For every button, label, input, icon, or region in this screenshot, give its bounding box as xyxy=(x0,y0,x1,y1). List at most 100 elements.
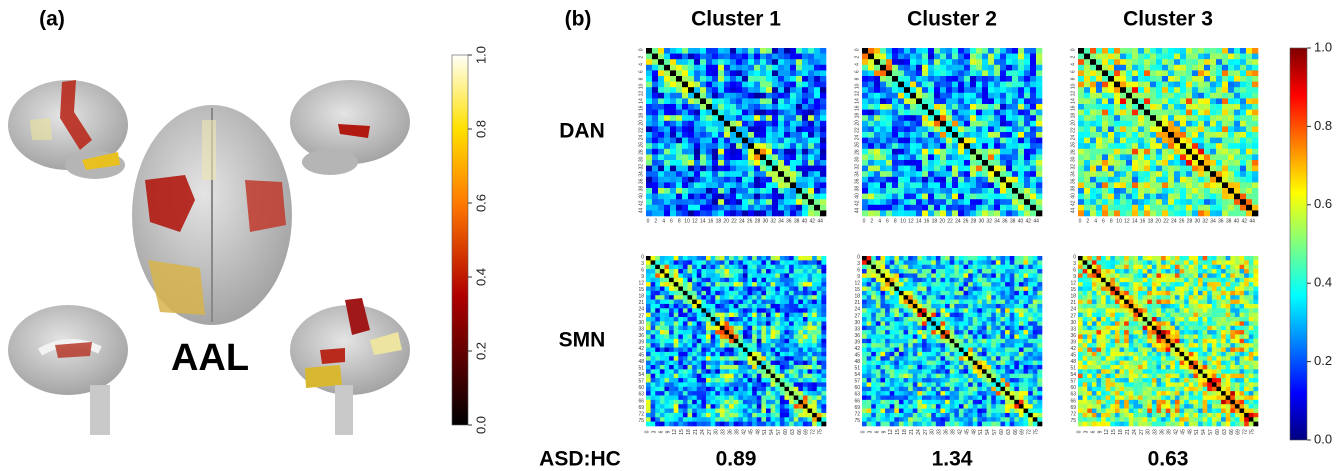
matrix-cell xyxy=(964,87,971,94)
matrix-cell xyxy=(1014,290,1020,296)
matrix-cell xyxy=(682,188,689,194)
matrix-cell xyxy=(1234,76,1241,82)
matrix-cell xyxy=(1102,109,1109,116)
matrix-cell xyxy=(664,160,671,166)
matrix-cell xyxy=(712,137,719,144)
matrix-cell xyxy=(729,412,734,418)
matrix-cell xyxy=(669,260,674,266)
matrix-cell xyxy=(1150,64,1157,71)
matrix-cell xyxy=(866,286,872,292)
matrix-cell xyxy=(1096,120,1103,127)
matrix-cell xyxy=(670,53,677,60)
matrix-cell xyxy=(761,321,767,327)
matrix-cell xyxy=(669,408,674,414)
matrix-cell xyxy=(808,81,815,88)
matrix-cell xyxy=(1210,176,1217,183)
matrix-cell xyxy=(886,64,893,71)
matrix-cell xyxy=(1000,256,1006,261)
matrix-cell xyxy=(982,120,989,127)
x-tick-label: 2 xyxy=(654,218,657,224)
matrix-cell xyxy=(659,312,665,318)
matrix-cell xyxy=(807,417,813,422)
matrix-cell xyxy=(1030,193,1037,200)
matrix-cell xyxy=(807,269,813,274)
matrix-cell xyxy=(808,104,815,110)
matrix-cell xyxy=(1180,188,1187,194)
x-tick-label: 26 xyxy=(963,218,969,224)
y-tick-label: 40 xyxy=(1070,193,1076,199)
matrix-cell xyxy=(945,299,950,305)
matrix-cell xyxy=(676,48,683,54)
matrix-cell xyxy=(816,412,822,418)
matrix-cell xyxy=(954,290,960,296)
matrix-cell xyxy=(796,188,803,194)
matrix-cell xyxy=(889,264,895,270)
matrix-cell xyxy=(669,330,674,335)
matrix-cell xyxy=(922,312,927,318)
matrix-cell xyxy=(912,269,918,274)
matrix-cell xyxy=(898,299,904,305)
matrix-cell xyxy=(664,399,670,405)
matrix-cell xyxy=(1240,171,1247,178)
matrix-cell xyxy=(706,321,711,327)
matrix-cell xyxy=(742,378,748,383)
matrix-cell xyxy=(1204,53,1211,60)
matrix-cell xyxy=(1009,290,1015,296)
matrix-cell xyxy=(696,356,702,361)
matrix-cell xyxy=(871,290,877,296)
matrix-cell xyxy=(1162,115,1169,122)
matrix-cell xyxy=(885,277,890,283)
matrix-cell xyxy=(1246,59,1253,66)
matrix-cell xyxy=(1186,126,1193,133)
matrix-cell xyxy=(646,351,651,357)
matrix-cell xyxy=(972,286,978,292)
matrix-cell xyxy=(970,137,977,144)
matrix-cell xyxy=(756,421,762,427)
matrix-cell xyxy=(1012,188,1019,194)
matrix-cell xyxy=(1210,120,1217,127)
matrix-cell xyxy=(1234,109,1241,116)
matrix-cell xyxy=(646,81,653,88)
matrix-cell xyxy=(964,76,971,82)
matrix-cell xyxy=(1198,182,1205,189)
matrix-cell xyxy=(1210,132,1217,138)
matrix-cell xyxy=(761,264,767,270)
matrix-cell xyxy=(866,256,872,261)
matrix-cell xyxy=(1102,182,1109,189)
matrix-cell xyxy=(1000,165,1007,172)
matrix-cell xyxy=(1138,171,1145,178)
matrix-cell xyxy=(761,343,767,348)
matrix-cell xyxy=(694,182,701,189)
matrix-cell xyxy=(1216,48,1223,54)
matrix-cell xyxy=(796,210,803,217)
matrix-cell xyxy=(904,59,911,66)
matrix-cell xyxy=(646,148,653,155)
x-tick-label: 42 xyxy=(1242,218,1248,224)
matrix-cell xyxy=(1012,109,1019,116)
matrix-cell xyxy=(687,273,693,279)
matrix-cell xyxy=(796,176,803,183)
matrix-cell xyxy=(1032,286,1038,292)
matrix-cell xyxy=(694,76,701,82)
matrix-cell xyxy=(903,256,909,261)
x-tick-label: 32 xyxy=(1202,218,1208,224)
matrix-cell xyxy=(775,269,781,274)
matrix-cell xyxy=(778,53,785,60)
matrix-cell xyxy=(646,325,651,331)
matrix-cell xyxy=(991,269,997,274)
matrix-cell xyxy=(784,351,790,357)
matrix-cell xyxy=(748,193,755,200)
matrix-cell xyxy=(742,120,749,127)
matrix-cell xyxy=(778,76,785,82)
matrix-cell xyxy=(710,378,716,383)
matrix-cell xyxy=(724,330,730,335)
matrix-cell xyxy=(706,277,711,283)
matrix-cell xyxy=(1018,264,1024,270)
matrix-cell xyxy=(926,282,932,287)
matrix-cell xyxy=(670,59,677,66)
matrix-cell xyxy=(931,286,937,292)
matrix-cell xyxy=(718,176,725,183)
matrix-cell xyxy=(715,286,721,292)
matrix-cell xyxy=(655,408,661,414)
matrix-cell xyxy=(796,48,803,54)
